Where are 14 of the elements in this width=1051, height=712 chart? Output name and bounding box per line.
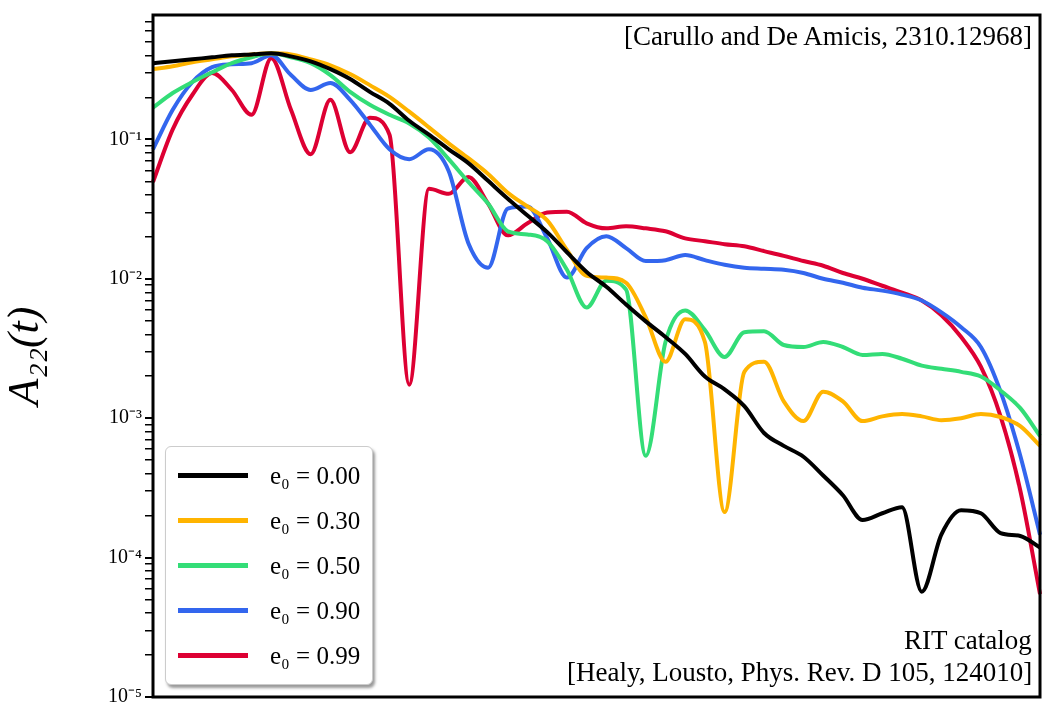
annotation: [Carullo and De Amicis, 2310.12968] <box>624 21 1032 51</box>
y-axis-title: A₂₂(t) <box>0 306 48 409</box>
y-tick-label: 10⁻² <box>109 266 142 289</box>
y-tick-label: 10⁻⁴ <box>108 544 143 567</box>
legend-label: e₀ = 0.50 <box>270 551 361 580</box>
y-tick-label: 10⁻¹ <box>109 126 142 149</box>
legend-label: e₀ = 0.00 <box>270 461 361 490</box>
annotation: [Healy, Lousto, Phys. Rev. D 105, 124010] <box>567 657 1033 687</box>
y-tick-label: 10⁻³ <box>109 405 142 428</box>
legend-label: e₀ = 0.99 <box>270 641 361 670</box>
y-tick-label: 10⁻⁵ <box>108 684 142 707</box>
legend-label: e₀ = 0.90 <box>270 596 361 625</box>
legend-label: e₀ = 0.30 <box>270 506 361 535</box>
annotation: RIT catalog <box>904 625 1032 655</box>
